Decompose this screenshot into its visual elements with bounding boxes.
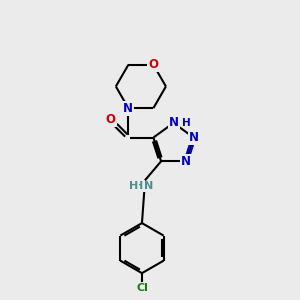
Text: N: N xyxy=(144,181,154,191)
Text: H: H xyxy=(134,181,144,191)
Text: N: N xyxy=(169,116,178,129)
Text: N: N xyxy=(123,102,134,115)
Text: N: N xyxy=(181,155,191,168)
Text: H: H xyxy=(182,118,191,128)
Text: H: H xyxy=(129,181,138,191)
Text: O: O xyxy=(148,58,158,71)
Text: Cl: Cl xyxy=(136,283,148,293)
Text: O: O xyxy=(106,113,116,126)
Text: N: N xyxy=(189,131,199,144)
